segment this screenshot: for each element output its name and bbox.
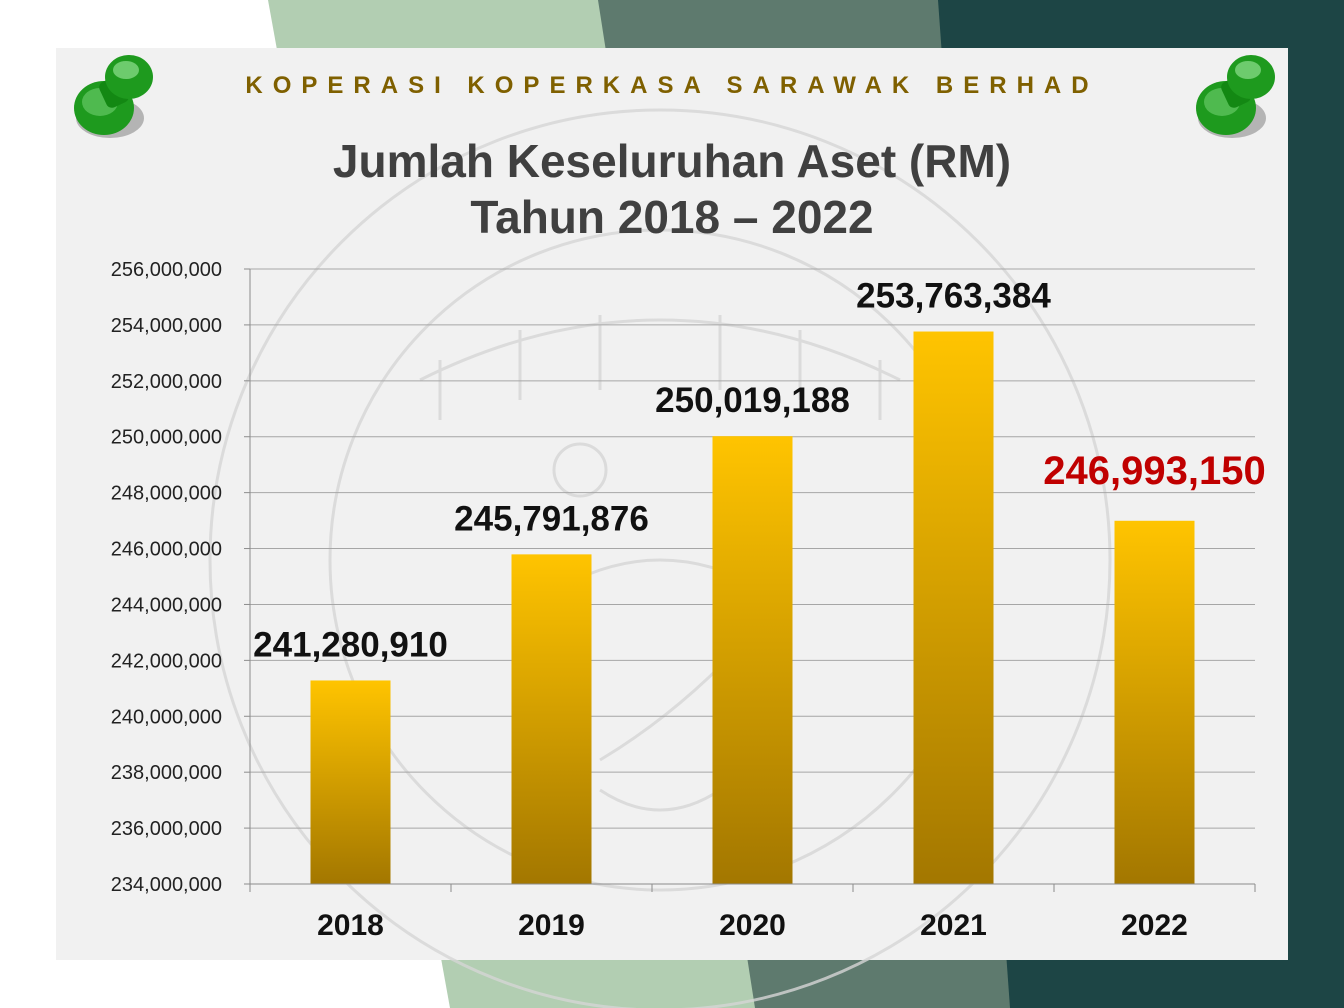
bar-2019 [511, 554, 592, 884]
y-tick-label: 254,000,000 [111, 315, 222, 337]
bar-2018 [310, 680, 391, 884]
green-pin-right-icon [1196, 55, 1275, 138]
data-label-2020: 250,019,188 [655, 381, 850, 420]
y-tick-label: 236,000,000 [111, 818, 222, 840]
x-tick-label: 2022 [1121, 909, 1188, 942]
y-tick-label: 248,000,000 [111, 483, 222, 505]
bar-2020 [712, 436, 793, 884]
x-tick-label: 2021 [920, 909, 987, 942]
y-tick-label: 234,000,000 [111, 874, 222, 896]
y-tick-label: 246,000,000 [111, 539, 222, 561]
data-label-2019: 245,791,876 [454, 499, 649, 538]
y-tick-label: 252,000,000 [111, 371, 222, 393]
bar-2021 [913, 331, 994, 885]
y-tick-label: 244,000,000 [111, 594, 222, 616]
chart-title-line2: Tahun 2018 – 2022 [470, 191, 874, 243]
data-label-2022: 246,993,150 [1043, 449, 1265, 493]
chart-title: Jumlah Keseluruhan Aset (RM) Tahun 2018 … [0, 133, 1344, 245]
organization-name: KOPERASI KOPERKASA SARAWAK BERHAD [245, 72, 1099, 99]
y-tick-label: 250,000,000 [111, 427, 222, 449]
y-tick-label: 242,000,000 [111, 650, 222, 672]
x-tick-label: 2020 [719, 909, 786, 942]
x-tick-label: 2018 [317, 909, 384, 942]
data-label-2018: 241,280,910 [253, 625, 448, 664]
y-tick-label: 238,000,000 [111, 762, 222, 784]
x-tick-label: 2019 [518, 909, 585, 942]
data-label-2021: 253,763,384 [856, 277, 1051, 316]
chart-title-line1: Jumlah Keseluruhan Aset (RM) [332, 135, 1012, 187]
bar-2022 [1114, 520, 1195, 884]
green-pin-left-icon [74, 55, 153, 138]
y-tick-label: 240,000,000 [111, 706, 222, 728]
y-tick-label: 256,000,000 [111, 259, 222, 281]
